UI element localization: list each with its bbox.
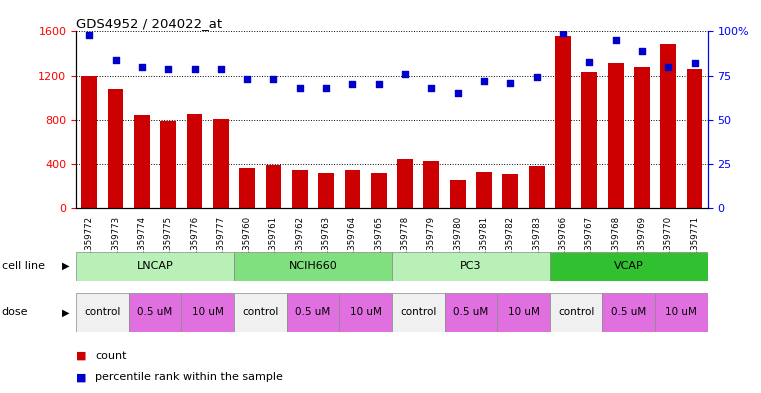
Bar bbox=[502, 174, 518, 208]
Bar bbox=[76, 293, 129, 332]
Text: control: control bbox=[400, 307, 436, 318]
Text: LNCAP: LNCAP bbox=[137, 261, 174, 271]
Point bbox=[451, 90, 463, 96]
Text: 0.5 uM: 0.5 uM bbox=[295, 307, 330, 318]
Bar bbox=[397, 158, 413, 208]
Point bbox=[689, 60, 701, 66]
Text: ▶: ▶ bbox=[62, 307, 70, 318]
Bar bbox=[450, 180, 466, 208]
Bar bbox=[371, 173, 387, 208]
Point bbox=[530, 74, 543, 81]
Bar bbox=[234, 293, 287, 332]
Text: 0.5 uM: 0.5 uM bbox=[454, 307, 489, 318]
Point bbox=[320, 85, 333, 91]
Text: control: control bbox=[242, 307, 279, 318]
Point bbox=[110, 57, 122, 63]
Bar bbox=[497, 293, 549, 332]
Text: cell line: cell line bbox=[2, 261, 45, 271]
Point bbox=[478, 78, 490, 84]
Bar bbox=[161, 121, 176, 208]
Text: count: count bbox=[95, 351, 126, 361]
Text: 10 uM: 10 uM bbox=[349, 307, 381, 318]
Bar bbox=[292, 170, 307, 208]
Point bbox=[505, 79, 517, 86]
Point bbox=[189, 65, 201, 72]
Bar bbox=[655, 293, 708, 332]
Text: percentile rank within the sample: percentile rank within the sample bbox=[95, 372, 283, 382]
Bar bbox=[603, 293, 655, 332]
Bar bbox=[234, 252, 392, 281]
Point bbox=[346, 81, 358, 88]
Bar bbox=[686, 69, 702, 208]
Bar bbox=[345, 170, 361, 208]
Bar bbox=[287, 293, 339, 332]
Bar bbox=[108, 89, 123, 208]
Bar bbox=[318, 173, 334, 208]
Text: control: control bbox=[84, 307, 120, 318]
Text: 10 uM: 10 uM bbox=[508, 307, 540, 318]
Text: ■: ■ bbox=[76, 372, 87, 382]
Bar bbox=[581, 72, 597, 208]
Point bbox=[373, 81, 385, 88]
Text: GDS4952 / 204022_at: GDS4952 / 204022_at bbox=[76, 17, 222, 30]
Text: VCAP: VCAP bbox=[614, 261, 644, 271]
Text: 10 uM: 10 uM bbox=[192, 307, 224, 318]
Text: 0.5 uM: 0.5 uM bbox=[138, 307, 173, 318]
Bar bbox=[661, 44, 676, 208]
Point bbox=[294, 85, 306, 91]
Point bbox=[662, 64, 674, 70]
Point bbox=[135, 64, 148, 70]
Bar bbox=[81, 75, 97, 208]
Text: 0.5 uM: 0.5 uM bbox=[611, 307, 646, 318]
Bar bbox=[423, 161, 439, 208]
Point bbox=[241, 76, 253, 83]
Bar bbox=[549, 293, 603, 332]
Bar bbox=[134, 116, 150, 208]
Point bbox=[83, 32, 95, 38]
Bar bbox=[266, 165, 282, 208]
Bar bbox=[555, 36, 571, 208]
Text: control: control bbox=[558, 307, 594, 318]
Point bbox=[557, 30, 569, 37]
Bar bbox=[392, 252, 549, 281]
Point bbox=[610, 37, 622, 44]
Text: dose: dose bbox=[2, 307, 28, 318]
Text: PC3: PC3 bbox=[460, 261, 482, 271]
Bar bbox=[444, 293, 497, 332]
Bar bbox=[476, 172, 492, 208]
Point bbox=[399, 71, 411, 77]
Bar bbox=[549, 252, 708, 281]
Point bbox=[215, 65, 227, 72]
Bar bbox=[213, 119, 229, 208]
Point bbox=[425, 85, 438, 91]
Bar bbox=[634, 67, 650, 208]
Bar bbox=[239, 169, 255, 208]
Bar bbox=[529, 166, 545, 208]
Bar bbox=[181, 293, 234, 332]
Bar bbox=[129, 293, 181, 332]
Bar bbox=[392, 293, 444, 332]
Point bbox=[267, 76, 279, 83]
Bar bbox=[76, 252, 234, 281]
Point bbox=[583, 58, 595, 64]
Bar bbox=[339, 293, 392, 332]
Bar bbox=[186, 114, 202, 208]
Bar bbox=[608, 64, 623, 208]
Text: ▶: ▶ bbox=[62, 261, 70, 271]
Point bbox=[162, 65, 174, 72]
Text: NCIH660: NCIH660 bbox=[288, 261, 337, 271]
Text: ■: ■ bbox=[76, 351, 87, 361]
Text: 10 uM: 10 uM bbox=[665, 307, 697, 318]
Point bbox=[636, 48, 648, 54]
